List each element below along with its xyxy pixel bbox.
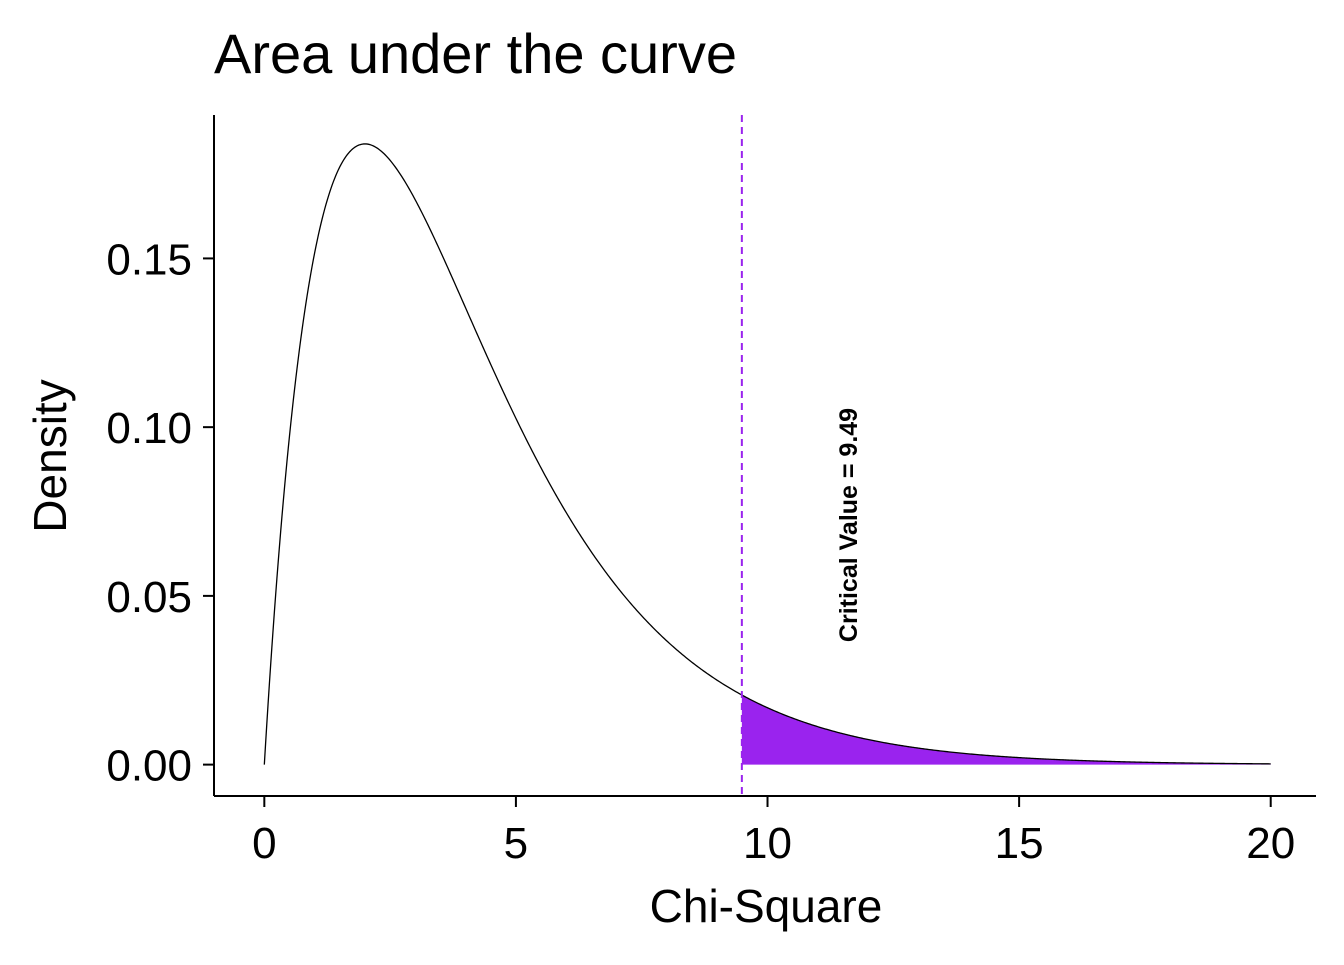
- x-tick-label: 20: [1246, 819, 1295, 868]
- y-tick-label: 0.00: [106, 742, 192, 791]
- density-curve: [263, 143, 1271, 765]
- y-tick-label: 0.10: [106, 404, 192, 453]
- x-axis-ticks: 0 5 10 15 20: [252, 796, 1295, 868]
- x-tick-label: 15: [995, 819, 1044, 868]
- y-tick-label: 0.15: [106, 235, 192, 284]
- chart-title: Area under the curve: [214, 22, 737, 85]
- x-tick-label: 0: [252, 819, 276, 868]
- x-tick-label: 10: [743, 819, 792, 868]
- plot-area: [263, 115, 1271, 796]
- y-tick-label: 0.05: [106, 573, 192, 622]
- shaded-rejection-region: [741, 695, 1271, 765]
- y-axis-title: Density: [24, 379, 76, 532]
- critical-value-annotation: Critical Value = 9.49: [835, 408, 863, 642]
- x-axis-title: Chi-Square: [650, 880, 883, 932]
- y-axis-ticks: 0.00 0.05 0.10 0.15: [106, 235, 214, 791]
- x-tick-label: 5: [504, 819, 528, 868]
